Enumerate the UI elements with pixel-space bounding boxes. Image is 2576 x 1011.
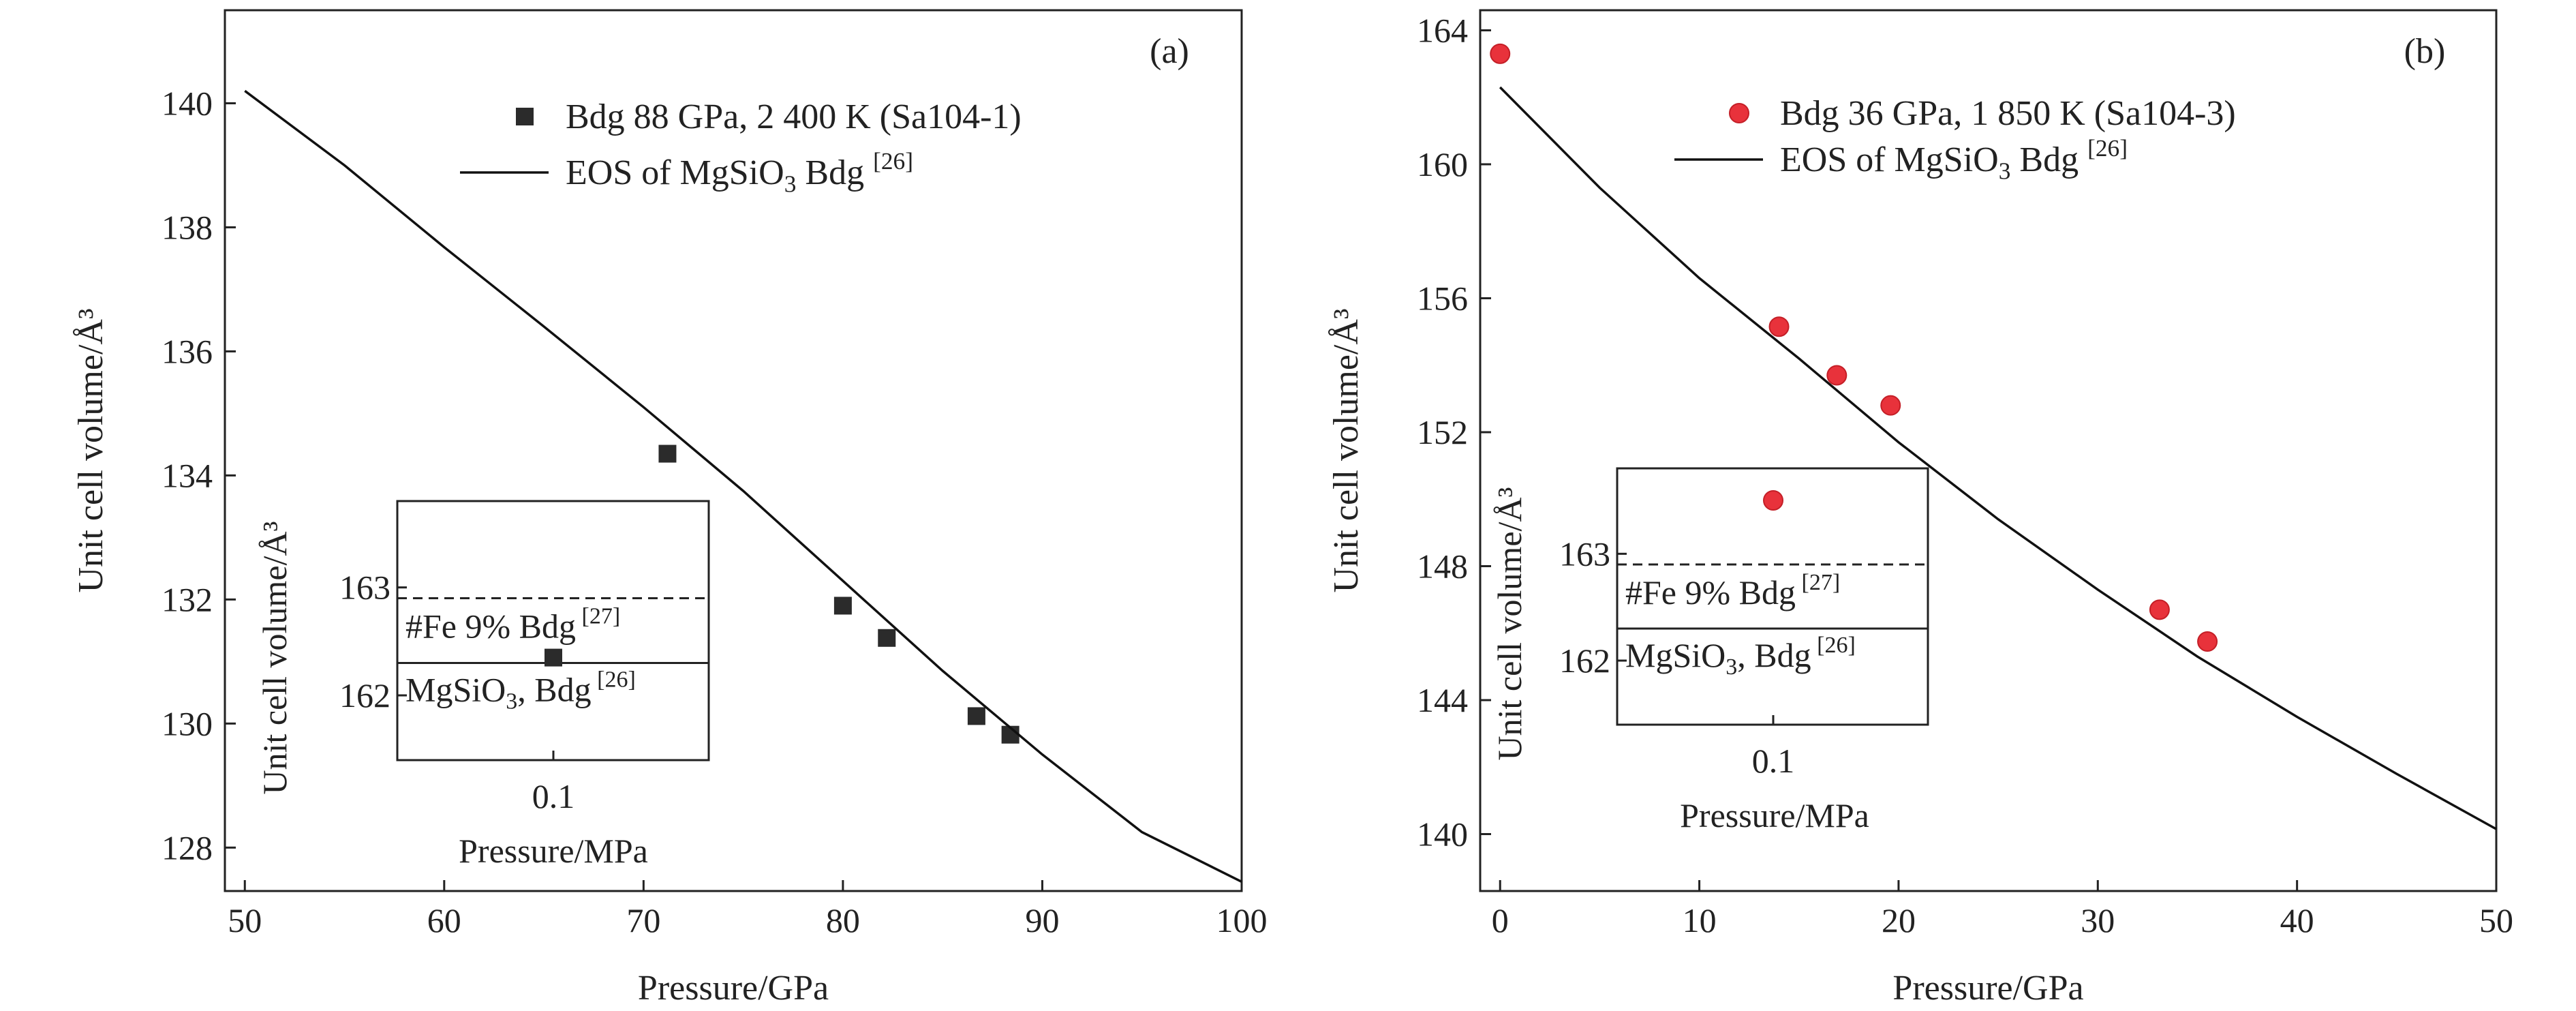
y-tick-label: 136 [162, 332, 213, 370]
x-tick-label: 80 [826, 901, 860, 939]
legend-marker [1729, 103, 1749, 123]
inset-y-axis-label: Unit cell volume/Å³ [1490, 487, 1529, 760]
x-tick-label: 70 [626, 901, 660, 939]
y-tick-label: 156 [1417, 279, 1468, 317]
inset-frame [396, 500, 710, 761]
y-tick-label: 134 [162, 456, 213, 494]
x-axis-label: Pressure/GPa [638, 969, 829, 1008]
inset-solid-label: MgSiO3​, Bdg [26]​ [1625, 633, 1856, 680]
y-tick-label: 152 [1417, 413, 1468, 451]
y-tick-label: 160 [1417, 145, 1468, 183]
y-axis-label: Unit cell volume/Å³ [1327, 308, 1366, 592]
legend-label: EOS of MgSiO3​ Bdg [26]​ [1780, 134, 2128, 184]
data-point [878, 629, 896, 647]
inset-y-tick-label: 162 [339, 676, 390, 714]
data-point [833, 597, 852, 615]
inset-y-axis-label: Unit cell volume/Å³ [256, 521, 294, 794]
inset-x-tick-label: 0.1 [1752, 742, 1795, 780]
y-axis-label: Unit cell volume/Å³ [72, 308, 110, 592]
chart-panel-a: 50 60 70 80 90 100 128 130 132 134 136 138 140 Pressu… [72, 9, 1268, 1008]
data-point [967, 707, 985, 725]
inset-data-point [545, 648, 562, 667]
x-tick-label: 10 [1683, 901, 1717, 939]
inset-data-point [1763, 490, 1783, 511]
inset: 162 163 0.1 Pressure/MPa Unit cell volume/Å³… [256, 500, 710, 870]
y-tick-label: 148 [1417, 547, 1468, 585]
inset-x-axis-label: Pressure/MPa [459, 832, 648, 870]
inset-x-axis-label: Pressure/MPa [1680, 796, 1869, 834]
x-tick-label: 50 [2479, 901, 2513, 939]
y-tick-label: 140 [162, 84, 213, 122]
inset-x-tick-label: 0.1 [532, 777, 575, 815]
data-point [1490, 43, 1511, 64]
inset-y-tick-label: 163 [1559, 534, 1610, 573]
inset-solid-label: MgSiO3​, Bdg [26]​ [405, 667, 636, 714]
y-tick-label: 144 [1417, 681, 1468, 719]
y-tick-label: 130 [162, 704, 213, 742]
legend-label: EOS of MgSiO3​ Bdg [26]​ [566, 147, 913, 197]
x-tick-label: 90 [1025, 901, 1059, 939]
data-point [658, 444, 677, 463]
legend-label: Bdg 36 GPa, 1 850 K (Sa104-3) [1780, 94, 2236, 133]
plot-frame [224, 9, 1243, 892]
inset-y-tick-label: 163 [339, 569, 390, 607]
x-axis-label: Pressure/GPa [1892, 969, 2083, 1008]
y-tick-label: 138 [162, 208, 213, 246]
x-tick-label: 60 [427, 901, 461, 939]
y-tick-label: 164 [1417, 11, 1468, 49]
y-tick-label: 140 [1417, 815, 1468, 853]
chart-panel-b: 0 10 20 30 40 50 140 144 148 152 156 160 164 Pressure… [1327, 9, 2513, 1008]
legend: Bdg 36 GPa, 1 850 K (Sa104-3)EOS of MgSi… [1674, 94, 2236, 184]
data-point [1768, 316, 1790, 337]
y-tick-label: 128 [162, 828, 213, 866]
x-tick-label: 30 [2081, 901, 2115, 939]
data-point [1826, 365, 1847, 386]
legend-label: Bdg 88 GPa, 2 400 K (Sa104-1) [566, 97, 1022, 136]
x-tick-label: 40 [2280, 901, 2314, 939]
x-tick-label: 50 [228, 901, 262, 939]
inset-dashed-label: #Fe 9% Bdg [27]​ [405, 604, 620, 646]
x-tick-label: 20 [1882, 901, 1916, 939]
inset-y-tick-label: 162 [1559, 642, 1610, 680]
inset: 162 163 0.1 Pressure/MPa Unit cell volume/Å³… [1490, 467, 1929, 834]
y-tick-label: 132 [162, 580, 213, 618]
inset-frame [1616, 467, 1929, 726]
inset-dashed-label: #Fe 9% Bdg [27]​ [1625, 570, 1840, 612]
data-point [2197, 631, 2218, 652]
x-tick-label: 100 [1216, 901, 1268, 939]
data-point [1880, 395, 1901, 416]
panel-label: (b) [2404, 32, 2446, 71]
legend: Bdg 88 GPa, 2 400 K (Sa104-1) EOS of MgSi… [460, 97, 1022, 197]
eos-curve [1499, 86, 2497, 830]
plot-frame [1479, 9, 2498, 892]
panel-label: (a) [1150, 32, 1189, 71]
eos-curve [244, 89, 1242, 883]
data-point [2149, 599, 2170, 620]
x-tick-label: 0 [1492, 901, 1509, 939]
legend-marker [516, 108, 534, 125]
